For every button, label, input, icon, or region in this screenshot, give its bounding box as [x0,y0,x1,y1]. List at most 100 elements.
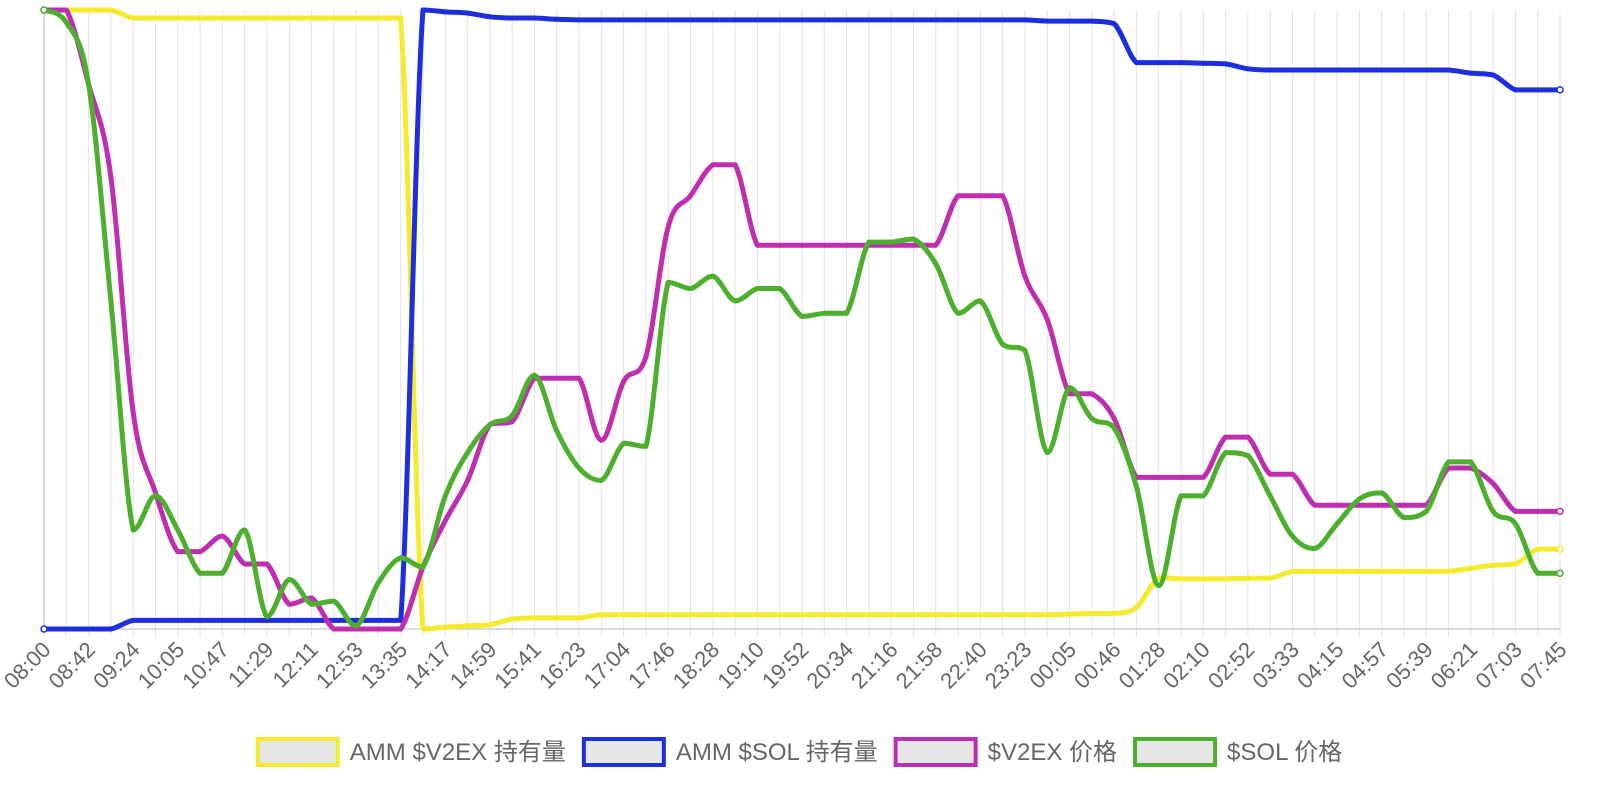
data-point [1512,561,1518,567]
data-point [108,174,114,180]
data-point [1022,17,1028,23]
data-point [1089,416,1095,422]
data-point [1111,611,1117,617]
chart-series [40,6,1564,633]
data-point [910,612,916,618]
data-point [1312,546,1318,552]
data-point [1067,611,1073,617]
data-point [1200,474,1206,480]
data-point [242,15,248,21]
data-point [799,313,805,319]
data-point [1000,341,1006,347]
x-tick-label: 00:05 [1024,637,1081,694]
legend-item-0[interactable]: AMM $V2EX 持有量 [255,737,566,767]
data-point [264,561,270,567]
data-point [1245,434,1251,440]
data-point [420,626,426,632]
data-point [375,626,381,632]
data-point [576,375,582,381]
data-point [1022,347,1028,353]
data-point [1267,493,1273,499]
data-point [955,193,961,199]
data-point [1111,416,1117,422]
legend-item-2[interactable]: $V2EX 价格 [893,737,1117,767]
data-point [1512,87,1518,93]
data-point [1044,450,1050,456]
series-3 [40,6,1564,629]
data-point [398,626,404,632]
data-point [487,622,493,628]
data-point [1133,484,1139,490]
legend-label: $SOL 价格 [1227,739,1342,766]
x-tick-label: 10:05 [133,637,190,694]
data-point [977,612,983,618]
data-point [888,239,894,245]
data-point [576,615,582,621]
data-point [197,549,203,555]
data-point [130,409,136,415]
data-point [86,81,92,87]
data-point [1379,568,1385,574]
data-point [1379,502,1385,508]
data-point [1000,612,1006,618]
data-point [1267,67,1273,73]
data-point [1490,562,1496,568]
data-point [1200,493,1206,499]
data-point [1178,60,1184,66]
data-point [1401,568,1407,574]
data-point [688,286,694,292]
data-point [286,617,292,623]
data-point [1245,66,1251,72]
x-tick-label: 07:45 [1515,637,1572,694]
data-point [531,372,537,378]
data-point [844,612,850,618]
data-point [242,617,248,623]
data-point [108,298,114,304]
data-point [621,378,627,384]
legend-item-1[interactable]: AMM $SOL 持有量 [581,737,878,767]
data-point [1289,533,1295,539]
legend-swatch [893,737,978,767]
x-tick-label: 17:04 [579,637,636,694]
data-point [1111,425,1117,431]
data-point [509,616,515,622]
data-point [754,286,760,292]
data-point [821,612,827,618]
data-point [465,623,471,629]
x-tick-label: 10:47 [177,637,234,694]
data-point [1022,612,1028,618]
x-tick-label: 23:23 [980,637,1037,694]
data-point [420,7,426,13]
data-point [732,612,738,618]
data-point [955,17,961,23]
data-point [598,17,604,23]
legend-swatch [1133,737,1218,767]
data-point [643,443,649,449]
x-tick-label: 19:10 [712,637,769,694]
data-point [799,17,805,23]
data-point [86,7,92,13]
data-point [40,6,48,14]
data-point [108,7,114,13]
data-point [63,19,69,25]
data-point [1423,67,1429,73]
data-point [1334,521,1340,527]
data-point [1490,72,1496,78]
data-point [910,242,916,248]
legend-item-3[interactable]: $SOL 价格 [1133,737,1342,767]
data-point [1289,67,1295,73]
data-point [487,14,493,20]
data-point [40,625,48,633]
data-point [309,617,315,623]
data-point [1133,60,1139,66]
data-point [331,15,337,21]
data-point [732,17,738,23]
data-point [1446,459,1452,465]
data-point [175,549,181,555]
data-point [353,617,359,623]
data-point [1312,502,1318,508]
data-point [1356,502,1362,508]
chart-grid [43,10,1561,637]
data-point [977,17,983,23]
data-point [1490,508,1496,514]
